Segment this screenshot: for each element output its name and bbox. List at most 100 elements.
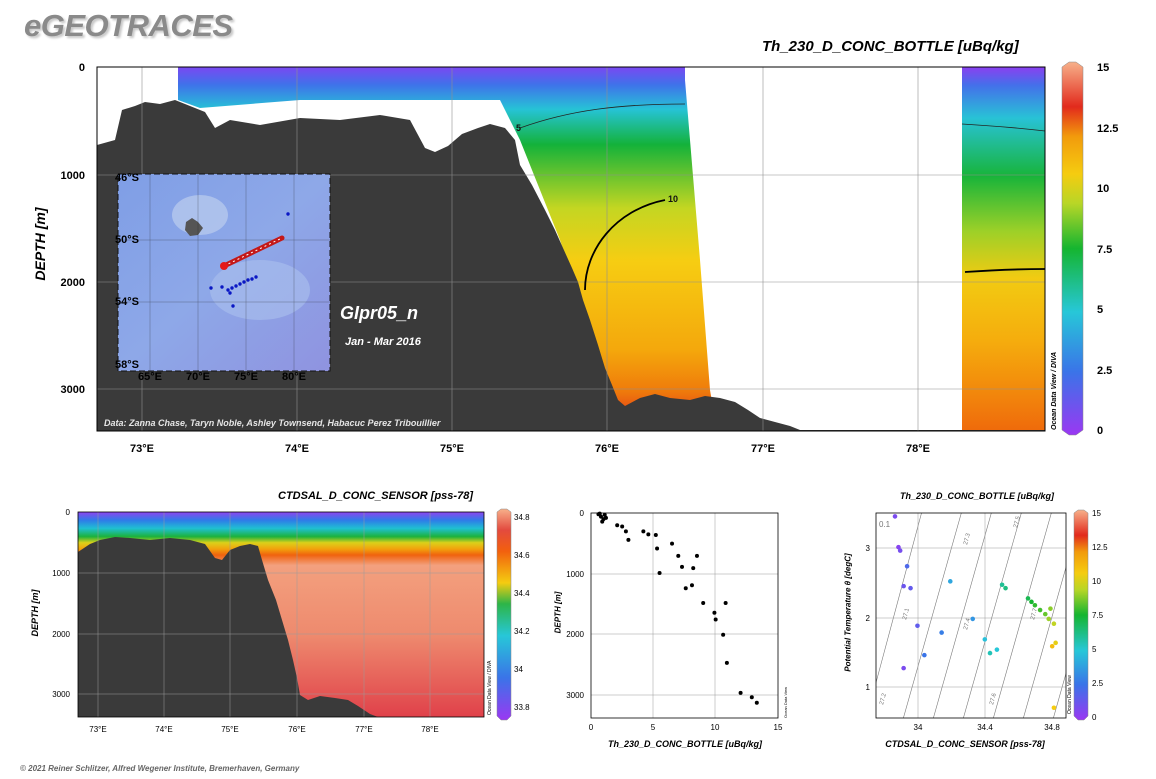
inset-lat-tick: 58°S: [115, 359, 139, 371]
depth-scatter-point: [701, 600, 706, 605]
depth-scatter-point: [657, 570, 662, 575]
depth-scatter-point: [691, 566, 696, 571]
depth-scatter-point: [597, 511, 602, 516]
main-cbar-tick: 7.5: [1097, 244, 1112, 256]
ts-scatter-point: [1037, 607, 1043, 613]
ts-ytick: 1: [866, 683, 871, 692]
ts-scatter-point: [897, 548, 903, 553]
depth-xtick: 0: [589, 723, 594, 732]
ts-isopycnal-label: 27.1: [902, 607, 911, 620]
contour-5: [519, 103, 686, 129]
depth-scatter-point: [615, 523, 620, 528]
salinity-cbar-tick: 34.4: [514, 589, 530, 598]
ts-frame: [875, 512, 1067, 719]
depth-scatter-point: [723, 600, 728, 605]
depth-scatter-grid: [591, 513, 778, 718]
depth-scatter-point: [683, 586, 688, 591]
right-data-field: [962, 67, 1045, 431]
ts-cbar-label: Ocean Data View: [1067, 675, 1073, 714]
salinity-xtick: 77°E: [355, 725, 372, 734]
ts-scatter-point: [904, 564, 910, 569]
depth-ytick: 0: [580, 509, 585, 518]
depth-scatter-point: [724, 660, 729, 665]
ts-scatter-point: [892, 514, 898, 519]
salinity-xtick: 78°E: [421, 725, 438, 734]
main-colorbar: [1061, 61, 1084, 436]
salinity-ytick: 3000: [52, 690, 70, 699]
ts-scatter-point: [908, 585, 913, 591]
ts-xlabel: CTDSAL_D_CONC_SENSOR [pss-78]: [885, 739, 1046, 749]
depth-scatter-point: [598, 514, 603, 519]
salinity-grid: [78, 512, 484, 717]
depth-ytick: 3000: [566, 691, 584, 700]
main-cbar-tick: 0: [1097, 425, 1103, 437]
ts-scatter-point: [1051, 705, 1057, 711]
ts-cbar-tick: 7.5: [1092, 611, 1104, 620]
depth-xtick: 5: [651, 723, 656, 732]
salinity-ytick: 2000: [52, 630, 70, 639]
ts-scatter-point: [999, 582, 1005, 588]
main-xtick: 77°E: [751, 443, 775, 455]
salinity-xtick: 75°E: [221, 725, 238, 734]
main-chart-title: Th_230_D_CONC_BOTTLE [uBq/kg]: [762, 38, 1019, 55]
ts-cbar-tick: 12.5: [1092, 543, 1108, 552]
salinity-xtick: 73°E: [89, 725, 106, 734]
ts-scatter-point: [915, 623, 920, 629]
ts-scatter-point: [987, 650, 993, 656]
salinity-colorbar: [496, 508, 512, 721]
ts-scatter-point: [939, 630, 944, 635]
main-xtick: 74°E: [285, 443, 309, 455]
depth-scatter-point: [653, 533, 658, 538]
depth-scatter-point: [623, 529, 628, 534]
depth-scatter-point: [749, 695, 754, 700]
depth-scatter-point: [738, 690, 743, 695]
contour-5-label: 5: [516, 123, 521, 133]
depth-scatter-point: [676, 553, 681, 558]
depth-xtick: 10: [711, 723, 720, 732]
depth-scatter-point: [670, 541, 675, 546]
contour-10-label: 10: [668, 194, 678, 204]
ts-scatter-point: [1032, 602, 1038, 608]
depth-scatter-point: [603, 515, 608, 520]
ts-scatter-point: [1049, 643, 1055, 649]
depth-scatter-xlabel: Th_230_D_CONC_BOTTLE [uBq/kg]: [608, 739, 763, 749]
depth-scatter-points: [596, 511, 759, 705]
inset-lon-tick: 65°E: [138, 371, 162, 383]
salinity-section-chart: 0 1000 2000 3000 73°E 74°E 75°E 76°E 77°…: [52, 508, 530, 734]
inset-lon-tick: 80°E: [282, 371, 306, 383]
ts-scatter-point: [1029, 599, 1034, 605]
main-xtick: 78°E: [906, 443, 930, 455]
ts-scatter-point: [1046, 616, 1052, 622]
depth-scatter-point: [680, 564, 685, 569]
salinity-ytick: 1000: [52, 569, 70, 578]
main-cbar-tick: 10: [1097, 183, 1109, 195]
ts-scatter-point: [1025, 596, 1031, 601]
ts-scatter-point: [1048, 606, 1053, 611]
ts-isopycnals: [876, 513, 1066, 718]
main-ytick: 3000: [61, 384, 85, 396]
salinity-cbar-label: Ocean Data View / DIVA: [487, 660, 493, 715]
data-credits: Data: Zanna Chase, Taryn Noble, Ashley T…: [104, 418, 441, 428]
ts-scatter-point: [1053, 640, 1058, 646]
ts-ytick: 3: [866, 544, 871, 553]
salinity-ytick: 0: [66, 508, 71, 517]
salinity-chart-title: CTDSAL_D_CONC_SENSOR [pss-78]: [278, 490, 473, 502]
ts-cbar-tick: 0: [1092, 713, 1097, 722]
depth-scatter-point: [754, 700, 759, 705]
inset-map: 46°S 50°S 54°S 58°S 65°E 70°E 75°E 80°E: [115, 172, 331, 383]
depth-scatter-side-label: Ocean Data View: [783, 687, 788, 718]
footer-credit: © 2021 Reiner Schlitzer, Alfred Wegener …: [20, 764, 300, 773]
ts-cbar-tick: 15: [1092, 509, 1101, 518]
main-cbar-label: Ocean Data View / DIVA: [1051, 352, 1058, 430]
inset-lon-tick: 70°E: [186, 371, 210, 383]
ts-xtick: 34: [914, 723, 923, 732]
ts-colorbar: [1073, 509, 1089, 721]
ts-cbar-tick: 5: [1092, 645, 1097, 654]
ts-scatter-point: [1003, 585, 1008, 591]
ts-scatter-points: [892, 514, 1058, 711]
ts-scatter-point: [982, 637, 988, 642]
salinity-cbar-tick: 34: [514, 665, 523, 674]
main-cbar-tick: 12.5: [1097, 123, 1118, 135]
contour-10: [584, 199, 666, 291]
ts-scatter-point: [901, 665, 906, 671]
